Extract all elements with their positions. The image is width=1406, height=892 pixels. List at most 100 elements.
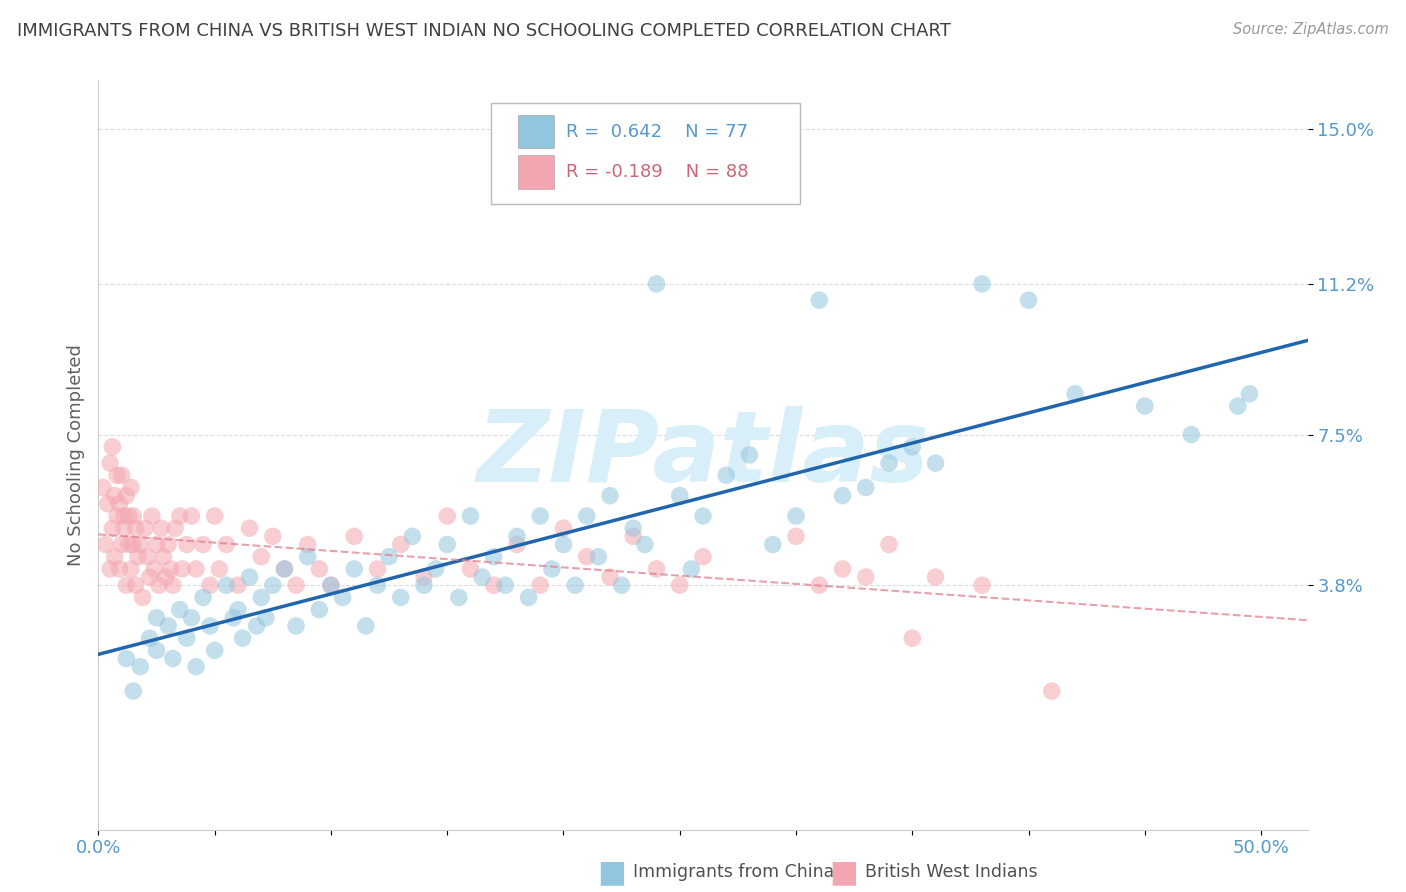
Point [222, 611, 245, 625]
Point [232, 631, 254, 645]
Point [389, 591, 412, 605]
Point [124, 578, 146, 592]
Point [176, 631, 198, 645]
Point [588, 549, 610, 564]
Text: IMMIGRANTS FROM CHINA VS BRITISH WEST INDIAN NO SCHOOLING COMPLETED CORRELATION : IMMIGRANTS FROM CHINA VS BRITISH WEST IN… [17, 22, 950, 40]
Point [970, 277, 993, 291]
Point [226, 578, 249, 592]
Point [599, 570, 621, 584]
Point [145, 611, 167, 625]
Point [460, 508, 482, 523]
Point [668, 489, 690, 503]
Point [354, 619, 377, 633]
Point [141, 508, 163, 523]
Point [115, 651, 138, 665]
Point [366, 562, 388, 576]
Point [122, 537, 145, 551]
Text: ■: ■ [598, 858, 626, 887]
Point [494, 578, 516, 592]
Point [180, 611, 202, 625]
Point [191, 537, 214, 551]
Point [105, 508, 128, 523]
Point [1133, 399, 1156, 413]
Point [297, 549, 319, 564]
Text: ZIPatlas: ZIPatlas [477, 407, 929, 503]
Point [162, 651, 184, 665]
Point [621, 529, 644, 543]
Point [436, 508, 458, 523]
Point [401, 529, 423, 543]
Point [145, 643, 167, 657]
Point [482, 549, 505, 564]
Point [169, 508, 191, 523]
Point [138, 570, 160, 584]
Point [343, 529, 366, 543]
Point [108, 562, 131, 576]
Point [204, 508, 226, 523]
Point [668, 578, 690, 592]
Point [115, 489, 138, 503]
Text: R =  0.642    N = 77: R = 0.642 N = 77 [567, 123, 748, 141]
Point [111, 537, 134, 551]
Point [134, 521, 156, 535]
Point [308, 562, 330, 576]
Point [215, 578, 238, 592]
Point [378, 549, 401, 564]
Point [145, 537, 167, 551]
Point [157, 619, 180, 633]
Point [155, 570, 177, 584]
FancyBboxPatch shape [492, 103, 800, 204]
Point [112, 508, 135, 523]
Point [129, 537, 152, 551]
Point [1064, 387, 1087, 401]
Point [138, 631, 160, 645]
Point [285, 619, 308, 633]
Point [184, 659, 207, 673]
Point [634, 537, 657, 551]
Point [762, 537, 785, 551]
Point [226, 602, 249, 616]
Text: Immigrants from China: Immigrants from China [633, 863, 834, 881]
Point [273, 562, 295, 576]
Point [98, 562, 121, 576]
Point [285, 578, 308, 592]
Point [254, 611, 277, 625]
Point [553, 537, 575, 551]
FancyBboxPatch shape [517, 114, 554, 148]
Point [808, 293, 831, 308]
Point [120, 562, 142, 576]
Point [250, 549, 273, 564]
Point [924, 570, 946, 584]
Point [610, 578, 633, 592]
Point [157, 537, 180, 551]
Point [413, 578, 436, 592]
Point [101, 521, 124, 535]
Point [343, 562, 366, 576]
Point [716, 468, 738, 483]
Point [98, 456, 121, 470]
Point [692, 508, 714, 523]
Point [692, 549, 714, 564]
Point [176, 537, 198, 551]
Point [204, 643, 226, 657]
Text: ■: ■ [830, 858, 858, 887]
Point [425, 562, 447, 576]
Point [540, 562, 562, 576]
Point [831, 489, 853, 503]
Point [553, 521, 575, 535]
Point [124, 521, 146, 535]
Point [1239, 387, 1261, 401]
Point [122, 508, 145, 523]
Point [366, 578, 388, 592]
Point [115, 578, 138, 592]
Point [198, 619, 221, 633]
Point [191, 591, 214, 605]
Point [447, 591, 470, 605]
Text: R = -0.189    N = 88: R = -0.189 N = 88 [567, 163, 749, 181]
Point [127, 549, 149, 564]
Point [319, 578, 342, 592]
Point [506, 529, 529, 543]
Point [169, 602, 191, 616]
Point [131, 591, 153, 605]
Point [785, 529, 807, 543]
